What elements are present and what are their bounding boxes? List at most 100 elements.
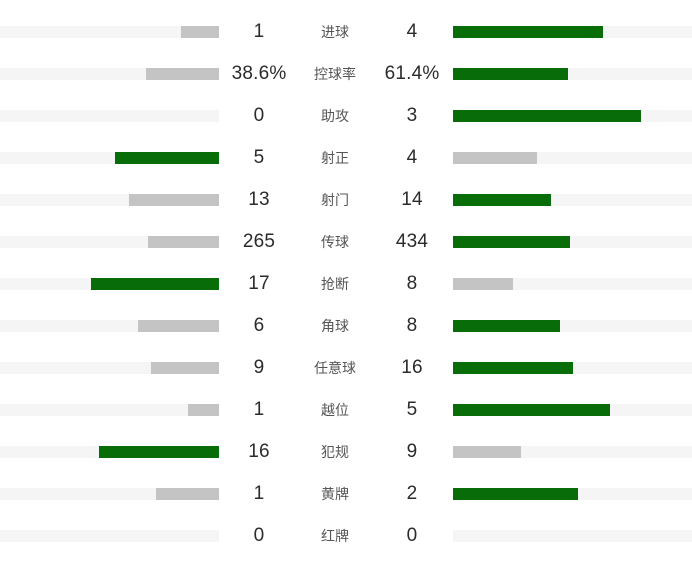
home-bar-track [0,152,219,164]
stat-row: 1 进球 4 [0,11,692,53]
away-bar-track [453,68,692,80]
away-value: 4 [406,147,418,168]
away-value: 5 [406,399,418,420]
home-bar [146,68,219,80]
stat-label: 抢断 [321,276,349,292]
away-value: 3 [406,105,418,126]
away-bar-track [453,320,692,332]
away-bar [453,320,561,332]
stat-label: 红牌 [321,528,349,544]
home-bar-track [0,446,219,458]
home-value: 1 [253,21,265,42]
away-value: 8 [406,273,418,294]
home-value: 16 [248,441,270,462]
stat-row: 6 角球 8 [0,305,692,347]
stat-label: 进球 [321,24,349,40]
home-bar [91,278,219,290]
away-bar-track [453,152,692,164]
away-bar [453,278,514,290]
away-bar [453,68,569,80]
away-bar [453,446,521,458]
away-bar [453,362,574,374]
home-value: 17 [248,273,270,294]
home-bar-track [0,404,219,416]
stat-label: 越位 [321,402,349,418]
away-bar-track [453,404,692,416]
home-value: 1 [253,399,265,420]
home-value: 0 [253,525,265,546]
stat-label: 控球率 [314,66,356,82]
stat-label: 射正 [321,150,349,166]
stat-row: 0 红牌 0 [0,515,692,557]
away-bar-track [453,278,692,290]
stat-label: 任意球 [314,360,356,376]
stat-label: 犯规 [321,444,349,460]
home-value: 6 [253,315,265,336]
away-bar-track [453,194,692,206]
away-bar [453,488,579,500]
stat-row: 0 助攻 3 [0,95,692,137]
stat-row: 265 传球 434 [0,221,692,263]
home-bar [138,320,219,332]
home-bar [147,236,219,248]
stat-label: 射门 [321,192,349,208]
away-bar-track [453,110,692,122]
away-value: 4 [406,21,418,42]
home-bar-track [0,26,219,38]
away-bar [453,26,604,38]
away-bar-track [453,488,692,500]
home-bar [98,446,219,458]
stat-row: 17 抢断 8 [0,263,692,305]
home-bar-track [0,110,219,122]
stat-row: 1 黄牌 2 [0,473,692,515]
home-bar-track [0,236,219,248]
stat-label: 黄牌 [321,486,349,502]
away-value: 434 [395,231,429,252]
away-value: 2 [406,483,418,504]
home-bar [128,194,219,206]
home-bar [181,26,219,38]
away-bar-track [453,362,692,374]
away-bar [453,236,570,248]
home-bar-track [0,194,219,206]
home-value: 38.6% [231,63,287,84]
away-value: 61.4% [384,63,440,84]
home-bar-track [0,278,219,290]
home-bar-track [0,68,219,80]
home-bar [156,488,219,500]
away-value: 16 [401,357,423,378]
away-bar-track [453,26,692,38]
home-value: 13 [248,189,270,210]
away-bar [453,152,537,164]
away-bar [453,194,551,206]
stat-row: 16 犯规 9 [0,431,692,473]
home-value: 5 [253,147,265,168]
stat-row: 5 射正 4 [0,137,692,179]
away-value: 9 [406,441,418,462]
away-bar-track [453,446,692,458]
away-value: 0 [406,525,418,546]
match-stats-comparison-chart: 1 进球 4 38.6% 控球率 61.4% 0 助攻 3 5 射正 4 13 射门 14 265 传球 434 1… [0,11,692,557]
stat-row: 13 射门 14 [0,179,692,221]
home-bar-track [0,488,219,500]
away-bar-track [453,236,692,248]
stat-label: 角球 [321,318,349,334]
stat-row: 1 越位 5 [0,389,692,431]
stat-row: 9 任意球 16 [0,347,692,389]
home-value: 0 [253,105,265,126]
stat-label: 传球 [321,234,349,250]
away-bar-track [453,530,692,542]
stat-row: 38.6% 控球率 61.4% [0,53,692,95]
home-bar-track [0,320,219,332]
home-value: 1 [253,483,265,504]
home-bar-track [0,530,219,542]
home-bar [187,404,219,416]
home-bar-track [0,362,219,374]
home-bar [151,362,219,374]
away-bar [453,110,641,122]
away-bar [453,404,610,416]
away-value: 14 [401,189,423,210]
home-value: 265 [242,231,276,252]
home-value: 9 [253,357,265,378]
home-bar [114,152,219,164]
